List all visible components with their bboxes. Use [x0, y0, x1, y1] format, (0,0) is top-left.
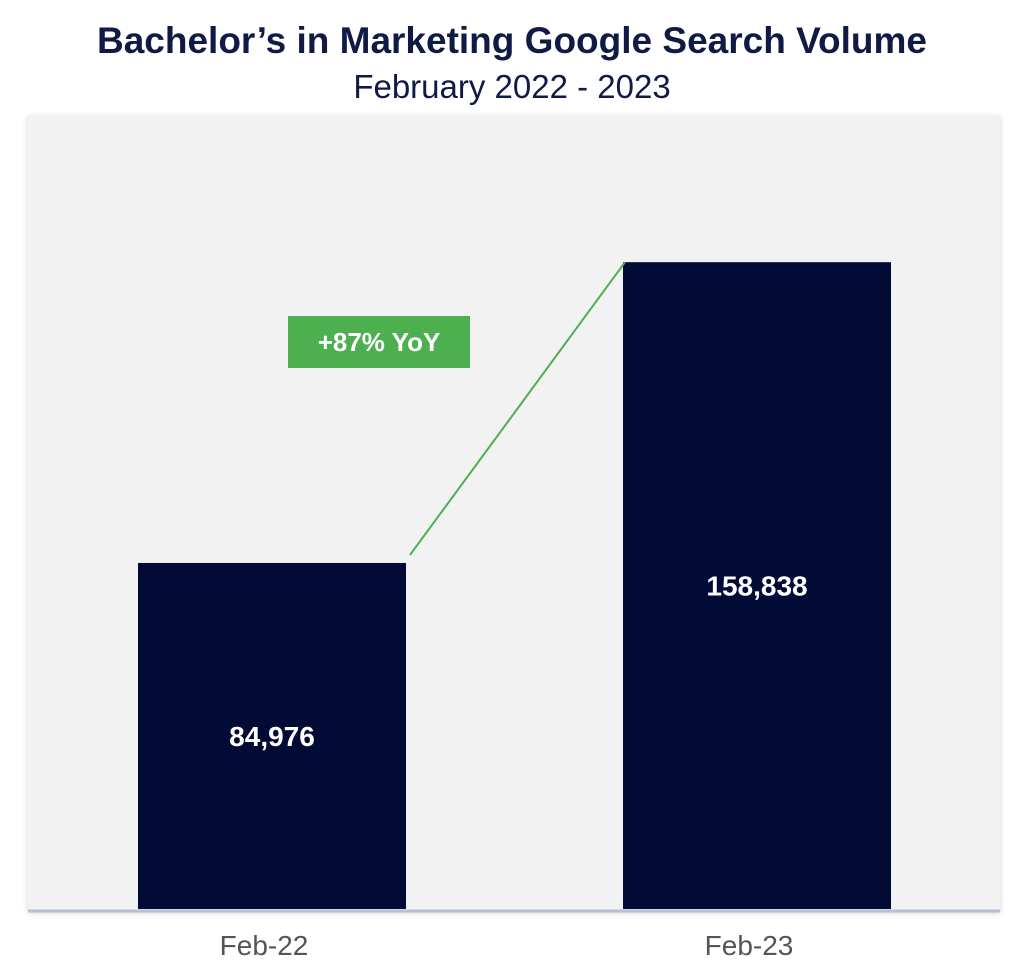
bar-value-label: 84,976: [229, 721, 315, 752]
bar-feb-22: [138, 562, 406, 909]
bar-feb-23: [623, 262, 891, 909]
annotation-layer: +87% YoY: [288, 261, 626, 556]
chart-subtitle: February 2022 - 2023: [353, 68, 671, 105]
chart-title: Bachelor’s in Marketing Google Search Vo…: [97, 20, 927, 61]
growth-connector-line: [409, 261, 626, 556]
yoy-annotation-box: [288, 316, 470, 368]
bar-value-label: 158,838: [706, 571, 807, 602]
x-tick-label: Feb-23: [705, 930, 794, 961]
bars-layer: 84,976 Feb-22 158,838 Feb-23: [138, 262, 891, 961]
yoy-annotation-label: +87% YoY: [318, 327, 441, 357]
x-tick-label: Feb-22: [220, 930, 309, 961]
